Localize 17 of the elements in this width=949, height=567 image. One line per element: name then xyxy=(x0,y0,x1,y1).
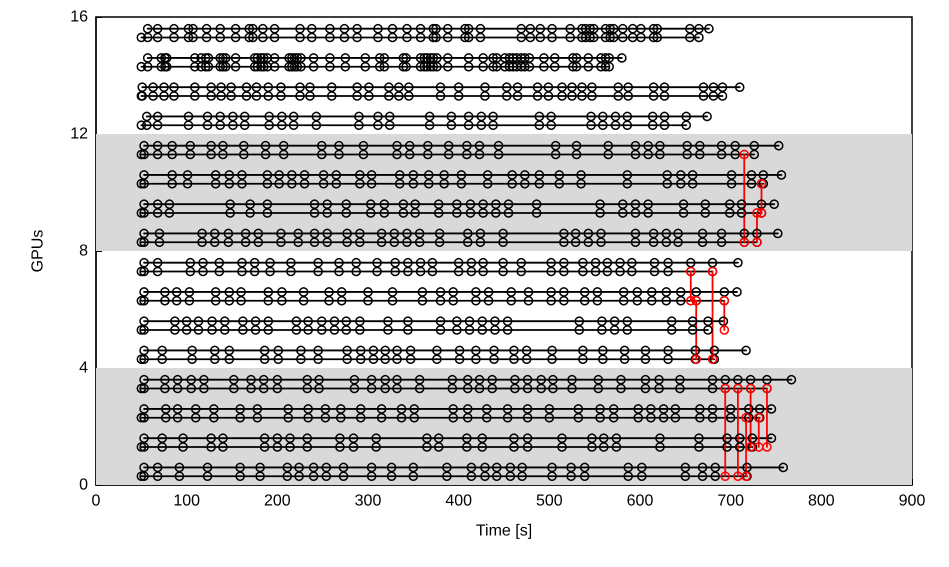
x-tick-label: 100 xyxy=(173,492,200,510)
y-tick-label: 0 xyxy=(79,476,88,494)
x-tick-label: 900 xyxy=(898,492,926,510)
y-tick-label: 16 xyxy=(70,8,88,26)
x-tick-label: 400 xyxy=(445,492,472,510)
x-tick-label: 800 xyxy=(808,492,835,510)
y-axis-title: GPUs xyxy=(30,230,46,272)
y-tick-label: 12 xyxy=(70,126,88,142)
y-tick-label: 8 xyxy=(79,242,88,260)
y-tick-label: 4 xyxy=(79,360,88,376)
x-axis-title: Time [s] xyxy=(476,522,532,540)
x-tick-label: 700 xyxy=(717,492,744,510)
x-tick-label: 500 xyxy=(536,492,563,510)
x-tick-label: 300 xyxy=(354,492,382,510)
x-tick-label: 0 xyxy=(92,492,101,510)
x-tick-label: 200 xyxy=(264,492,291,510)
x-tick-label: 600 xyxy=(626,492,654,510)
